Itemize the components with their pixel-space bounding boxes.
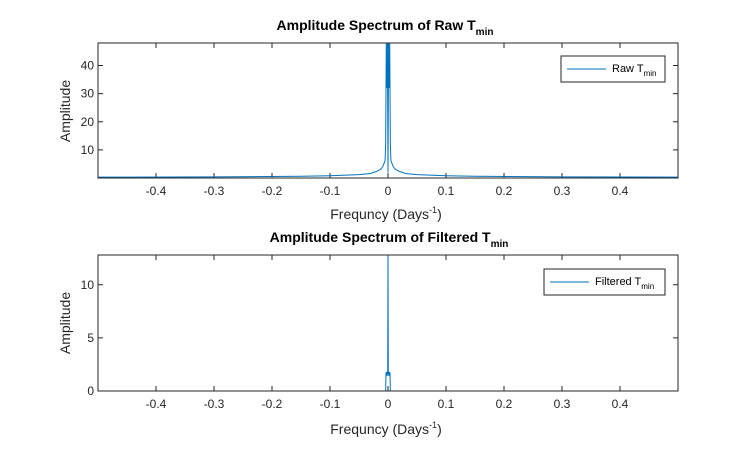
raw-x-tick-label: -0.4 <box>146 184 167 198</box>
filtered-y-tick-label: 10 <box>81 278 95 292</box>
filtered-axis-ticks: -0.4 -0.3 -0.2 -0.1 0 0.1 0.2 0.3 0.4 0 5 10 <box>81 255 678 411</box>
raw-x-tick-label: 0.3 <box>554 184 571 198</box>
raw-spectrum-panel: Amplitude Spectrum of Raw Tmin Amplitude… <box>57 17 679 222</box>
filtered-x-tick-label: 0.3 <box>554 397 571 411</box>
filtered-xlabel-superscript: -1 <box>429 420 437 430</box>
filtered-x-axis-label: Frequncy (Days-1) <box>330 420 442 437</box>
raw-x-axis-label: Frequncy (Days-1) <box>330 205 442 222</box>
raw-x-tick-label: -0.3 <box>204 184 225 198</box>
raw-axis-ticks: -0.4 -0.3 -0.2 -0.1 0 0.1 0.2 0.3 0.4 10 20 30 40 <box>81 43 678 198</box>
raw-legend: Raw Tmin <box>560 55 666 83</box>
filtered-y-axis-label: Amplitude <box>57 292 73 354</box>
filtered-y-tick-label: 0 <box>87 384 94 398</box>
raw-y-tick-label: 20 <box>81 115 95 129</box>
raw-x-tick-label: 0.1 <box>438 184 455 198</box>
raw-title-subscript: min <box>476 27 494 38</box>
raw-xlabel-superscript: -1 <box>429 205 437 215</box>
raw-x-tick-label: 0.2 <box>496 184 513 198</box>
raw-spectrum-title: Amplitude Spectrum of Raw Tmin <box>277 17 494 38</box>
filtered-x-tick-label: -0.2 <box>262 397 283 411</box>
raw-y-tick-label: 40 <box>81 59 95 73</box>
filtered-x-tick-label: -0.1 <box>320 397 341 411</box>
filtered-title-subscript: min <box>491 239 509 250</box>
filtered-x-tick-label: 0 <box>385 397 392 411</box>
raw-axes-box <box>97 42 679 179</box>
raw-legend-label: Raw Tmin <box>612 63 656 78</box>
filtered-legend-label: Filtered Tmin <box>595 276 654 291</box>
raw-series-line <box>97 42 679 178</box>
raw-x-tick-label: 0.4 <box>612 184 629 198</box>
filtered-spectrum-title: Amplitude Spectrum of Filtered Tmin <box>270 229 509 250</box>
raw-y-tick-label: 10 <box>81 143 95 157</box>
raw-x-tick-label: 0 <box>385 184 392 198</box>
filtered-x-tick-label: 0.1 <box>438 397 455 411</box>
filtered-x-tick-label: -0.4 <box>146 397 167 411</box>
filtered-spectrum-panel: Amplitude Spectrum of Filtered Tmin Ampl… <box>57 229 679 437</box>
filtered-axes-box <box>97 254 679 392</box>
raw-y-axis-label: Amplitude <box>57 80 73 142</box>
filtered-y-tick-label: 5 <box>87 331 94 345</box>
raw-x-tick-label: -0.2 <box>262 184 283 198</box>
filtered-legend: Filtered Tmin <box>543 268 666 296</box>
raw-x-tick-label: -0.1 <box>320 184 341 198</box>
filtered-x-tick-label: 0.2 <box>496 397 513 411</box>
filtered-x-tick-label: -0.3 <box>204 397 225 411</box>
raw-y-tick-label: 30 <box>81 87 95 101</box>
filtered-x-tick-label: 0.4 <box>612 397 629 411</box>
